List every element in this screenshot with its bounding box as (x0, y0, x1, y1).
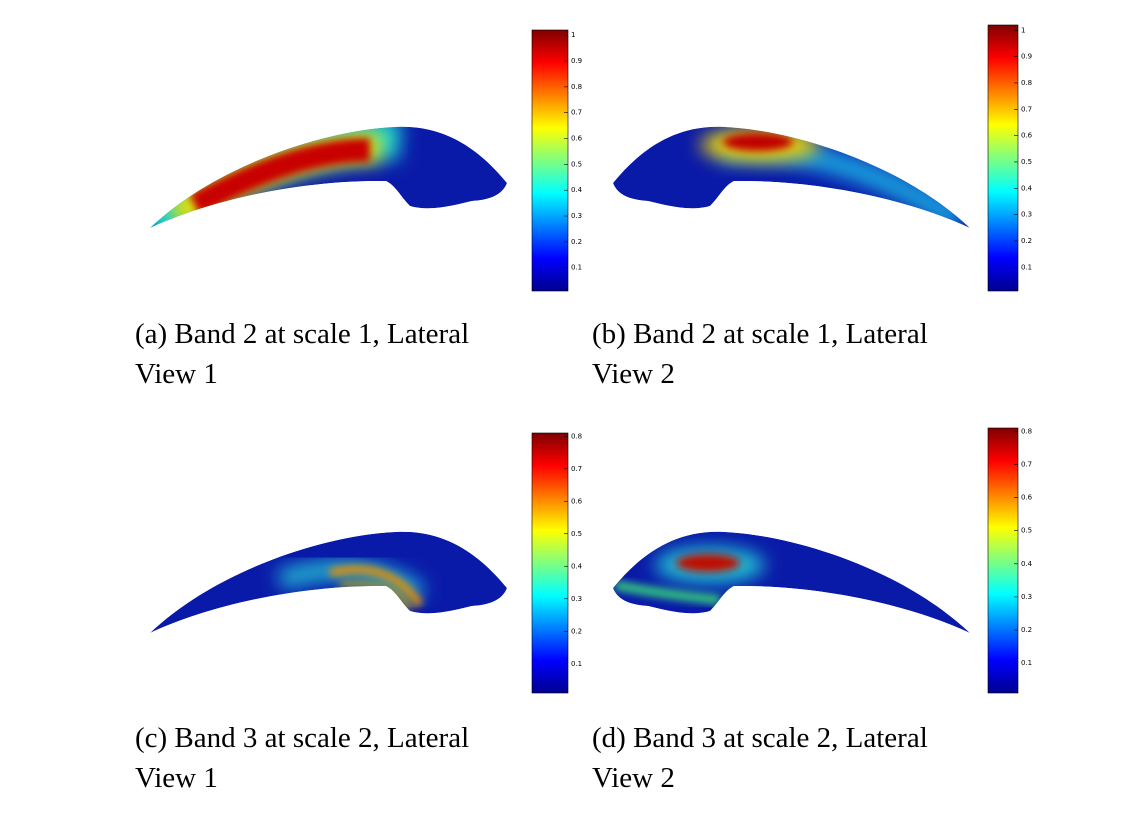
caption-line: (b) Band 2 at scale 1, Lateral (592, 318, 928, 350)
colorbar (987, 24, 1019, 292)
colorbar-tick-label: 0.2 (571, 627, 582, 635)
colorbar (531, 432, 569, 694)
claw-render (150, 531, 507, 633)
colorbar-tick-label: 0.7 (1021, 105, 1032, 113)
colorbar-tick-label: 0.3 (1021, 211, 1032, 219)
caption-line: (c) Band 3 at scale 2, Lateral (135, 722, 469, 754)
colorbar-tick-label: 0.6 (1021, 494, 1033, 502)
colorbar-tick-label: 0.3 (571, 212, 582, 220)
colorbar-tick-label: 0.5 (1021, 527, 1032, 535)
claw-render (613, 531, 970, 633)
caption-line: View 2 (592, 762, 675, 794)
colorbar-tick-label: 0.2 (571, 238, 582, 246)
colorbar-tick-label: 0.8 (1021, 427, 1032, 435)
colorbar-tick-label: 1 (1021, 26, 1025, 34)
colorbar-tick-label: 0.8 (1021, 79, 1032, 87)
colorbar-tick-label: 0.5 (1021, 158, 1032, 166)
colorbar-tick-label: 0.7 (571, 109, 582, 117)
colorbar-tick-label: 0.3 (571, 595, 582, 603)
colorbar-tick-label: 0.6 (571, 497, 583, 505)
claw-render (613, 126, 970, 228)
colorbar-tick-label: 0.1 (571, 660, 582, 668)
claw-render (150, 126, 507, 228)
colorbar-tick-label: 0.1 (1021, 659, 1032, 667)
colorbar-tick-label: 0.4 (571, 562, 583, 570)
colorbar (987, 427, 1019, 694)
colorbar-tick-label: 1 (571, 31, 575, 39)
colorbar-tick-label: 0.7 (571, 465, 582, 473)
colorbar-tick-label: 0.8 (571, 83, 582, 91)
colorbar-tick-label: 0.8 (571, 432, 582, 440)
caption-line: (a) Band 2 at scale 1, Lateral (135, 318, 469, 350)
colorbar-tick-label: 0.5 (571, 530, 582, 538)
colorbar-tick-label: 0.5 (571, 160, 582, 168)
colorbar-tick-label: 0.2 (1021, 626, 1032, 634)
colorbar-tick-label: 0.6 (571, 135, 583, 143)
colorbar-tick-label: 0.7 (1021, 460, 1032, 468)
colorbar-tick-label: 0.2 (1021, 237, 1032, 245)
colorbar-tick-label: 0.4 (1021, 184, 1033, 192)
colorbar-tick-label: 0.9 (571, 57, 582, 65)
colorbar (531, 29, 569, 292)
colorbar-tick-label: 0.1 (1021, 263, 1032, 271)
colorbar-tick-label: 0.1 (571, 264, 582, 272)
caption-line: View 2 (592, 358, 675, 390)
colorbar-tick-label: 0.4 (1021, 560, 1033, 568)
colorbar-tick-label: 0.3 (1021, 593, 1032, 601)
caption-line: View 1 (135, 358, 218, 390)
caption-line: View 1 (135, 762, 218, 794)
colorbar-tick-label: 0.6 (1021, 132, 1033, 140)
colorbar-tick-label: 0.9 (1021, 53, 1032, 61)
caption-line: (d) Band 3 at scale 2, Lateral (592, 722, 928, 754)
colorbar-tick-label: 0.4 (571, 186, 583, 194)
